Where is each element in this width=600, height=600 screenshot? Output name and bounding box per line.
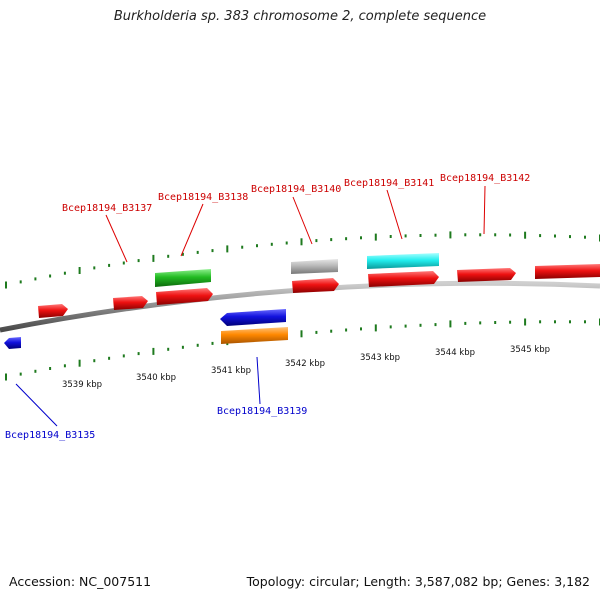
- gene-bar-cyan[interactable]: [367, 253, 439, 269]
- connector-line: [386, 189, 403, 240]
- reverse-genes: [4, 309, 288, 349]
- gene-arrow-reverse[interactable]: [220, 309, 286, 326]
- gene-label-b3137[interactable]: Bcep18194_B3137: [62, 203, 152, 214]
- connector-line: [292, 196, 313, 245]
- map-title: Burkholderia sp. 383 chromosome 2, compl…: [113, 9, 487, 24]
- scale-label-3540: 3540 kbp: [136, 373, 176, 383]
- gene-bar-gray[interactable]: [291, 259, 338, 274]
- connector-line: [483, 185, 486, 235]
- accession-text: Accession: NC_007511: [9, 574, 152, 589]
- forward-strand-ticks: [5, 231, 600, 289]
- scale-label-3539: 3539 kbp: [62, 380, 102, 390]
- connector-line: [105, 214, 128, 263]
- gene-bar-green[interactable]: [155, 269, 211, 287]
- gene-arrow-forward[interactable]: [535, 264, 600, 279]
- scale-label-3544: 3544 kbp: [435, 348, 475, 358]
- connector-line: [15, 383, 58, 427]
- label-connectors: [15, 185, 486, 427]
- gene-arrow-forward[interactable]: [292, 278, 339, 293]
- gene-arrow-reverse[interactable]: [4, 337, 21, 349]
- gene-arrow-forward[interactable]: [368, 271, 439, 287]
- gene-label-b3138[interactable]: Bcep18194_B3138: [158, 192, 248, 203]
- gene-arrow-forward[interactable]: [38, 304, 68, 318]
- scale-label-3541: 3541 kbp: [211, 366, 251, 376]
- scale-label-3545: 3545 kbp: [510, 345, 550, 355]
- genome-summary-text: Topology: circular; Length: 3,587,082 bp…: [246, 574, 590, 589]
- gene-bar-orange[interactable]: [221, 327, 288, 344]
- gene-arrow-forward[interactable]: [156, 288, 213, 305]
- gene-label-b3141[interactable]: Bcep18194_B3141: [344, 178, 434, 189]
- forward-genes: [38, 253, 600, 318]
- gene-arrow-forward[interactable]: [113, 296, 148, 310]
- connector-line: [180, 203, 204, 257]
- gene-arrow-forward[interactable]: [457, 268, 516, 282]
- gene-label-b3139[interactable]: Bcep18194_B3139: [217, 406, 307, 417]
- gene-label-b3135[interactable]: Bcep18194_B3135: [5, 430, 95, 441]
- connector-line: [256, 356, 261, 405]
- scale-labels: 3539 kbp 3540 kbp 3541 kbp 3542 kbp 3543…: [62, 345, 550, 390]
- gene-labels: Bcep18194_B3137 Bcep18194_B3138 Bcep1819…: [5, 173, 530, 441]
- gene-label-b3140[interactable]: Bcep18194_B3140: [251, 184, 341, 195]
- scale-label-3543: 3543 kbp: [360, 353, 400, 363]
- gene-label-b3142[interactable]: Bcep18194_B3142: [440, 173, 530, 184]
- scale-label-3542: 3542 kbp: [285, 359, 325, 369]
